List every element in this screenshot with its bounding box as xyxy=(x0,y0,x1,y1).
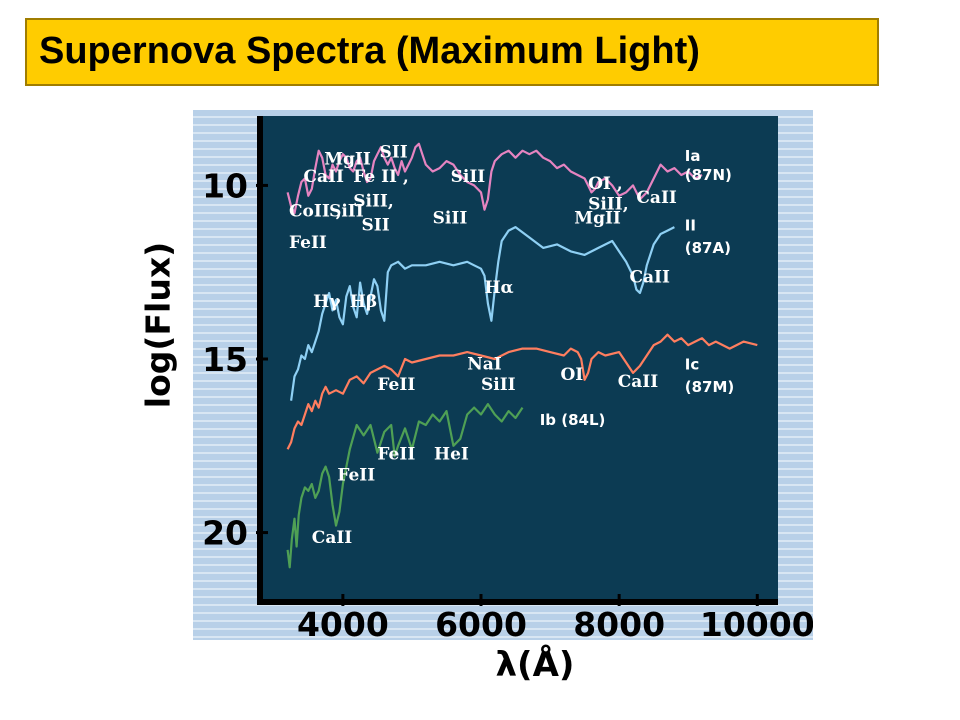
line-annotation: HeI xyxy=(434,445,469,465)
line-annotation: SiII xyxy=(451,167,486,187)
line-annotation: MgII xyxy=(324,150,371,170)
x-tick-label: 4000 xyxy=(297,605,389,640)
supernova-type-label: II xyxy=(685,217,696,235)
x-tick-label: 6000 xyxy=(435,605,527,640)
line-annotation: SiII, xyxy=(588,195,629,215)
line-annotation: CaII xyxy=(630,268,670,288)
title-banner: Supernova Spectra (Maximum Light) xyxy=(25,18,879,86)
y-axis-label: log(Flux) xyxy=(138,241,178,409)
line-annotation: SiII, xyxy=(353,191,394,211)
tick-labels: 10 15 20 4000 6000 8000 10000 xyxy=(202,166,813,640)
y-tick-label: 10 xyxy=(202,166,248,205)
series-layer xyxy=(286,142,758,569)
plot-panel xyxy=(260,116,778,602)
supernova-type-label: (87A) xyxy=(685,239,731,257)
x-tick-label: 8000 xyxy=(573,605,665,640)
supernova-type-label: (87M) xyxy=(685,378,735,396)
line-annotation: CoII , xyxy=(289,202,342,222)
line-annotation: SiII xyxy=(481,375,516,395)
chart-title: Supernova Spectra (Maximum Light) xyxy=(39,30,700,72)
line-annotation: FeII xyxy=(289,233,327,253)
x-tick-label: 10000 xyxy=(700,605,813,640)
line-annotation: FeII xyxy=(377,375,415,395)
series-line-1 xyxy=(290,226,675,401)
line-annotation: CaII xyxy=(312,528,352,548)
line-annotation: OI xyxy=(560,365,583,385)
line-annotation: SII xyxy=(379,143,407,163)
x-axis-label: λ(Å) xyxy=(495,645,575,685)
supernova-type-label: Ic xyxy=(685,355,699,373)
line-annotation: SII xyxy=(362,216,390,236)
line-annotation: Hα xyxy=(484,278,513,298)
line-annotation: FeII xyxy=(337,466,375,486)
line-annotation: OI , xyxy=(588,174,623,194)
line-annotation: MgII xyxy=(574,209,621,229)
line-annotation: NaI xyxy=(467,354,502,374)
series-line-3 xyxy=(286,403,524,569)
supernova-type-label: Ia xyxy=(685,147,701,165)
series-line-0 xyxy=(286,142,703,215)
supernova-type-label: Ib (84L) xyxy=(540,411,606,429)
y-tick-label: 15 xyxy=(202,340,248,379)
supernova-type-label: (87N) xyxy=(685,166,732,184)
line-annotation: CaII xyxy=(636,188,676,208)
line-annotation: Fe II , xyxy=(353,167,409,187)
line-annotation: Hγ xyxy=(313,292,341,312)
line-annotation: CaII xyxy=(304,167,344,187)
series-line-2 xyxy=(286,333,758,450)
y-tick-label: 20 xyxy=(202,514,248,553)
line-annotation: CaII xyxy=(618,372,658,392)
line-annotation: SiII xyxy=(433,209,468,229)
line-annotation: FeII xyxy=(377,445,415,465)
line-annotation: Hβ xyxy=(350,292,377,312)
line-annotation: SiII xyxy=(329,202,364,222)
